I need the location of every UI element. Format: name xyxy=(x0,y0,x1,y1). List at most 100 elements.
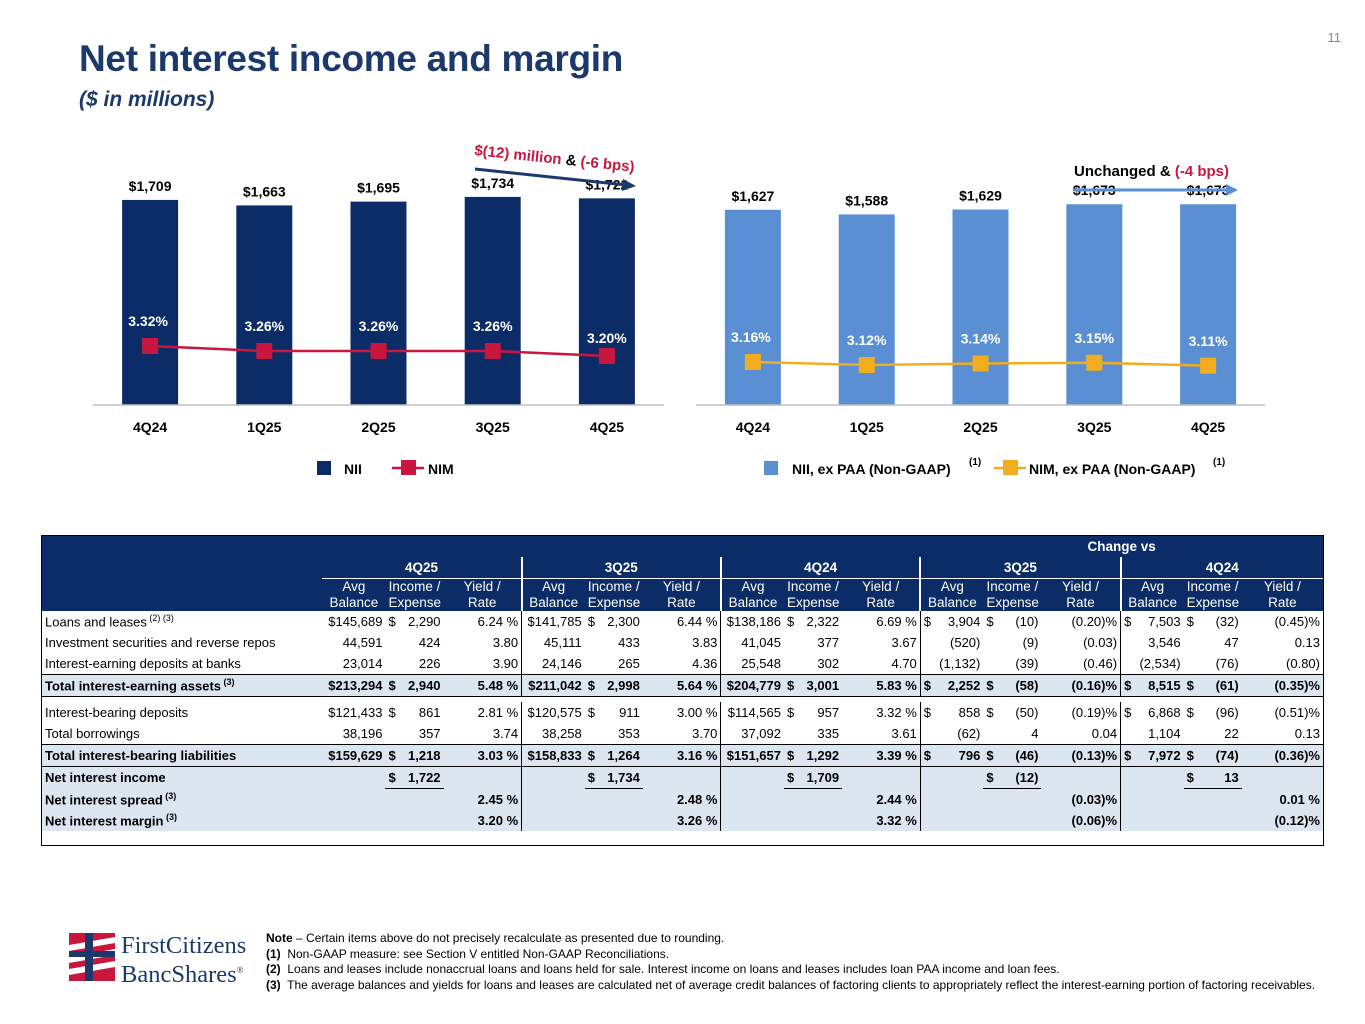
table-cell xyxy=(983,810,998,831)
table-cell: (62) xyxy=(957,726,981,741)
table-cell: 1,722 xyxy=(399,766,444,789)
header-subcol-line: Rate xyxy=(866,595,895,610)
table-cell xyxy=(784,632,798,653)
table-cell: $ xyxy=(587,705,595,720)
legend-nim-swatch xyxy=(401,460,416,475)
table-cell: 4.70 xyxy=(842,653,921,675)
table-cell xyxy=(1120,766,1135,789)
legend-nim-label: NIM xyxy=(428,461,454,477)
table-cell: (1,132) xyxy=(939,656,981,671)
table-cell xyxy=(1184,632,1198,653)
logo-line2: BancShares® xyxy=(121,958,246,987)
table-cell: 4.36 xyxy=(642,653,722,675)
table-cell xyxy=(521,766,585,789)
table-cell xyxy=(934,766,984,789)
header-subcol: Yield / Rate xyxy=(1041,578,1121,611)
table-cell: 0.04 xyxy=(1041,723,1122,745)
table-cell xyxy=(920,766,935,789)
note-3-text: The average balances and yields for loan… xyxy=(287,977,1316,992)
right-nim-label-2Q25: 3.14% xyxy=(961,331,1001,347)
row-label-text: Total interest-earning assets xyxy=(45,678,222,694)
table-cell: $ xyxy=(787,705,795,720)
table-cell: $ xyxy=(983,744,998,767)
table-cell: 357 xyxy=(418,726,441,741)
table-cell: 3.61 xyxy=(842,723,921,745)
header-blank xyxy=(42,578,323,611)
left-bar-3Q25 xyxy=(464,196,521,405)
right-bar-label-4Q24: $1,627 xyxy=(731,188,774,204)
table-cell xyxy=(920,723,934,745)
table-cell xyxy=(585,632,599,653)
table-cell xyxy=(385,653,399,675)
table-cell xyxy=(1041,766,1122,789)
table-cell: 3.90 xyxy=(443,653,523,675)
right-nim-point-4Q25 xyxy=(1200,357,1217,374)
table-cell: $ xyxy=(1186,705,1194,720)
table-cell xyxy=(521,810,585,831)
table-cell: 433 xyxy=(618,635,640,650)
left-tick-1Q25: 1Q25 xyxy=(247,419,281,435)
note-3-label: (3) xyxy=(266,977,281,992)
table-cell: 1,264 xyxy=(598,744,643,767)
nii-table: Change vs 4Q25 3Q25 4Q24 3Q25 4Q24 Avg Balance I… xyxy=(41,535,1324,846)
header-subcol: Income / Expense xyxy=(1183,578,1242,611)
table-cell: 335 xyxy=(817,726,840,741)
table-cell xyxy=(1241,766,1323,789)
table-cell: (2,534) xyxy=(1139,656,1181,671)
header-group-4Q25: 4Q25 xyxy=(322,557,522,579)
table-cell: (0.19)% xyxy=(1041,702,1122,723)
row-label: Total interest-bearing liabilities xyxy=(42,744,323,767)
row-label-sup: (3) xyxy=(163,812,177,823)
left-tick-4Q24: 4Q24 xyxy=(133,419,167,435)
note-2-label: (2) xyxy=(266,962,281,976)
right-annotation-arrow-head xyxy=(1226,184,1238,196)
note-label: Note xyxy=(266,931,293,945)
row-label-text: Interest-earning deposits at banks xyxy=(45,656,241,671)
row-label-text: Total borrowings xyxy=(45,726,140,741)
right-annotation-part3: (-4 bps) xyxy=(1175,163,1229,180)
page-number: 11 xyxy=(1327,30,1342,45)
logo-line2-text: BancShares xyxy=(121,961,237,989)
table-cell xyxy=(322,810,386,831)
table-cell xyxy=(399,788,444,810)
table-cell: 4 xyxy=(1031,726,1039,741)
table-cell: 3.39 % xyxy=(842,744,921,767)
note-1-label: (1) xyxy=(266,946,281,961)
right-nim-point-1Q25 xyxy=(858,357,875,373)
table-cell xyxy=(385,723,399,745)
header-blank xyxy=(42,557,323,579)
left-nim-label-4Q25: 3.20% xyxy=(587,330,627,346)
table-cell: 13 xyxy=(1197,766,1242,789)
table-cell: $204,779 xyxy=(720,674,784,697)
table-cell: 2.48 % xyxy=(642,788,722,810)
table-cell: 0.01 % xyxy=(1241,788,1323,810)
right-annotation-part2: & xyxy=(1156,163,1175,180)
table-cell: 957 xyxy=(817,705,840,720)
table-cell xyxy=(983,788,998,810)
table-cell: 5.83 % xyxy=(842,674,921,697)
table-cell: 0.13 xyxy=(1294,635,1320,650)
table-cell: $ xyxy=(1124,614,1132,629)
table-cell: (0.03)% xyxy=(1041,788,1122,810)
table-cell: $211,042 xyxy=(521,674,585,697)
table-cell: 38,258 xyxy=(541,726,582,741)
table-cell: (0.46) xyxy=(1041,653,1122,675)
header-subcol-line: Yield / xyxy=(662,579,700,594)
legend-nii-expaa-sup: (1) xyxy=(969,457,981,468)
flag-icon xyxy=(69,933,115,981)
table-cell: (12) xyxy=(997,766,1042,789)
table-cell: 1,104 xyxy=(1148,726,1181,741)
table-cell: 25,548 xyxy=(741,656,781,671)
row-label-sup: (3) xyxy=(162,791,177,802)
table-cell xyxy=(784,723,798,745)
header-subcol-line: Yield / xyxy=(1263,579,1301,594)
charts-svg: $1,709 4Q24 $1,663 1Q25 $1,695 2Q25 $1,734 3Q25… xyxy=(93,142,1265,477)
header-subcol-line: Expense xyxy=(986,595,1039,610)
header-subcol-line: Balance xyxy=(1128,595,1177,610)
row-label: Total borrowings xyxy=(42,723,322,745)
table-header-change-row: Change vs xyxy=(42,536,1323,557)
left-bar-4Q24 xyxy=(122,199,179,405)
table-cell: 37,092 xyxy=(741,726,781,741)
header-subcol: Yield / Rate xyxy=(1241,578,1323,611)
header-subcol-line: Income / xyxy=(587,579,640,594)
